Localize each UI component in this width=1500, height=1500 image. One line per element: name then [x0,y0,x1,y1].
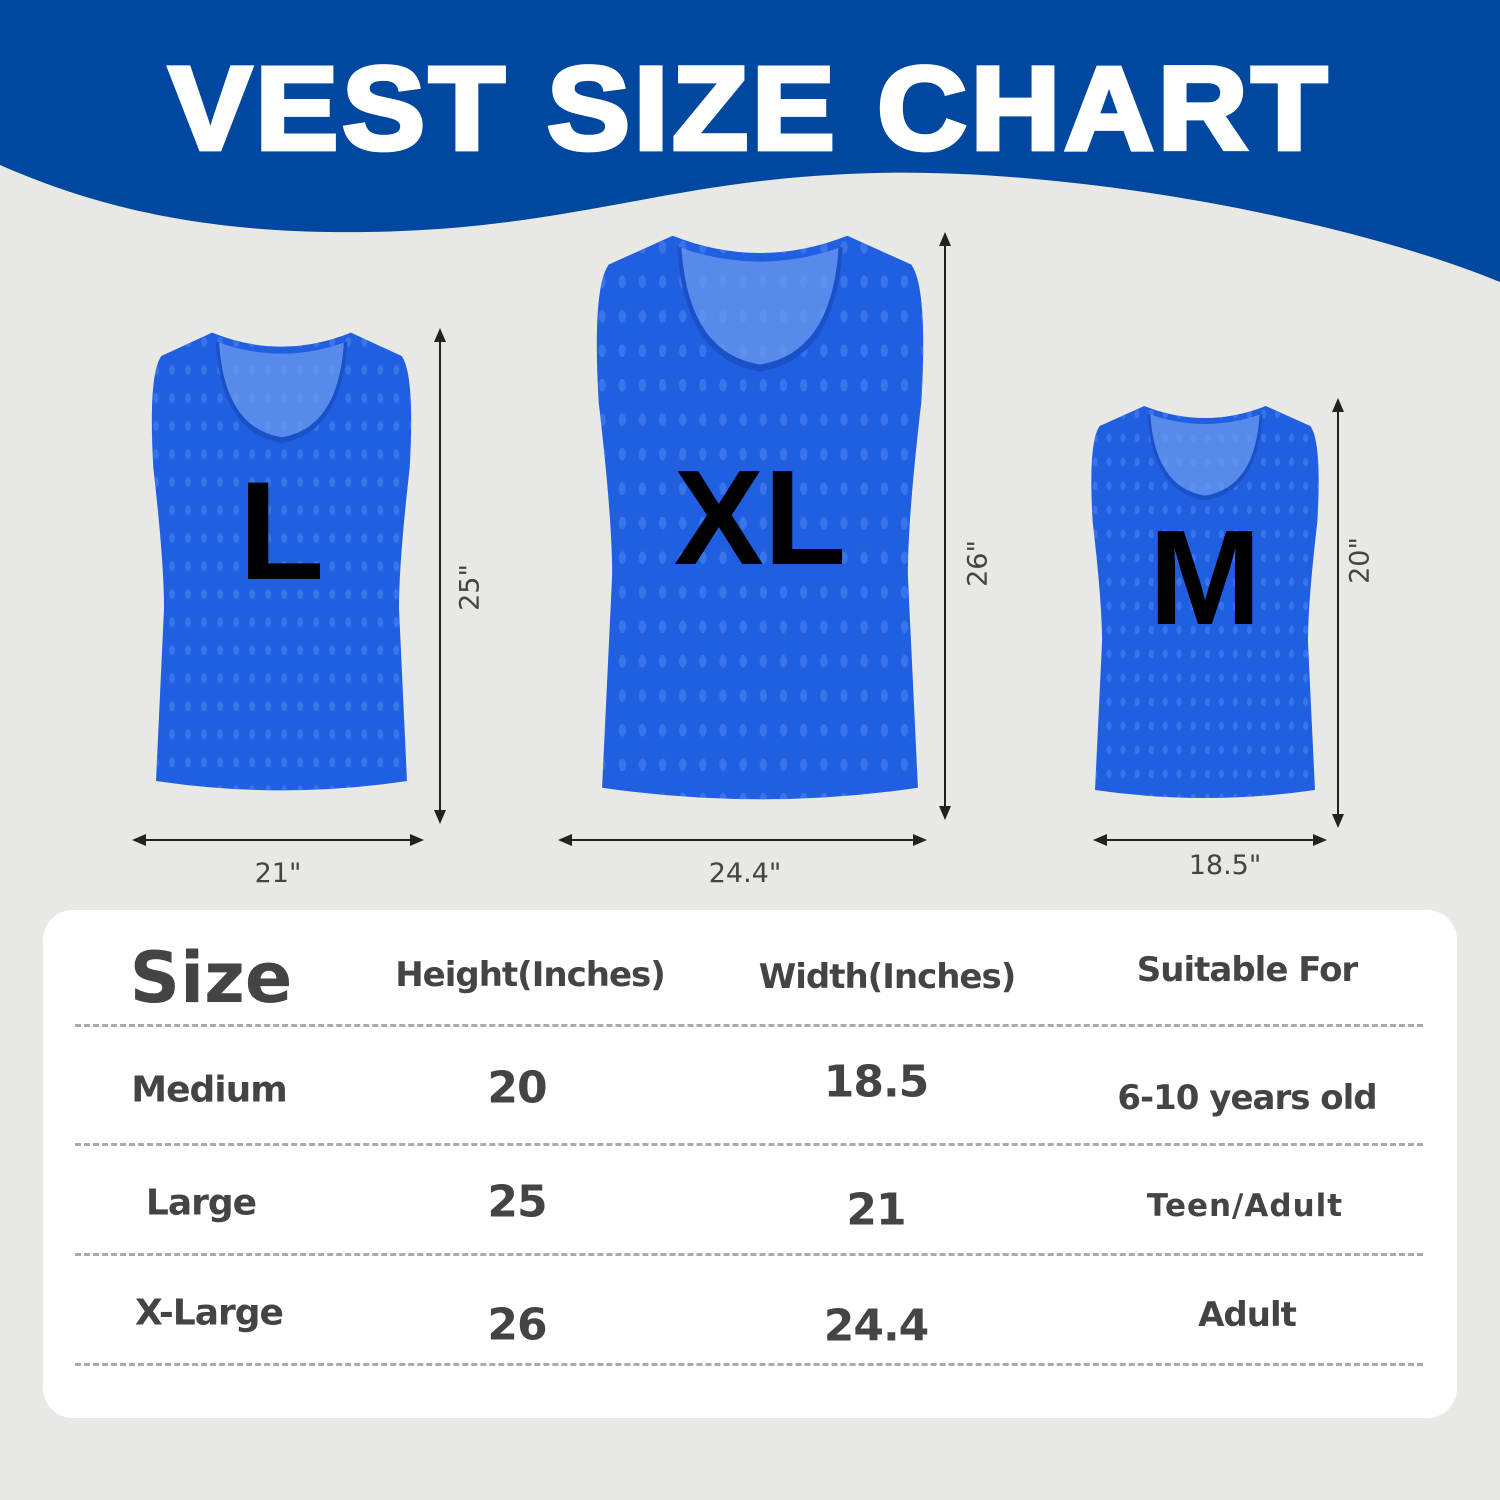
header-wave [0,0,1500,282]
row-large-height: 25 [487,1176,547,1228]
row-divider [75,1143,1423,1146]
row-medium-height: 20 [487,1062,547,1114]
xl-width-label: 24.4" [708,858,782,889]
header-width: Width(Inches) [758,957,1017,997]
l-height-label: 25" [454,564,486,611]
row-medium-suitable: 6-10 years old [1117,1078,1377,1118]
header-suitable-for: Suitable For [1136,950,1358,990]
vest-l-label: L [238,452,325,609]
row-medium-width: 18.5 [823,1056,930,1108]
header-height: Height(Inches) [395,955,666,995]
row-large-suitable: Teen/Adult [1146,1188,1344,1224]
row-xlarge-width: 24.4 [823,1300,930,1352]
vest-xl-label: XL [673,442,847,593]
size-table: Size Height(Inches) Width(Inches) Suitab… [43,910,1457,1418]
vest-m-label: M [1148,502,1262,653]
row-divider [75,1253,1423,1256]
page-title: VEST SIZE CHART [166,41,1332,177]
row-xlarge-size: X-Large [135,1292,284,1334]
row-large-size: Large [145,1182,257,1224]
xl-height-label: 26" [962,540,994,587]
row-xlarge-height: 26 [487,1299,547,1351]
header-size: Size [129,937,293,1019]
l-width-label: 21" [254,858,302,889]
row-divider [75,1363,1423,1366]
row-xlarge-suitable: Adult [1198,1295,1297,1335]
m-height-label: 20" [1344,537,1376,584]
m-width-label: 18.5" [1188,850,1262,881]
row-divider [75,1024,1423,1027]
row-large-width: 21 [846,1184,906,1236]
row-medium-size: Medium [131,1069,287,1111]
